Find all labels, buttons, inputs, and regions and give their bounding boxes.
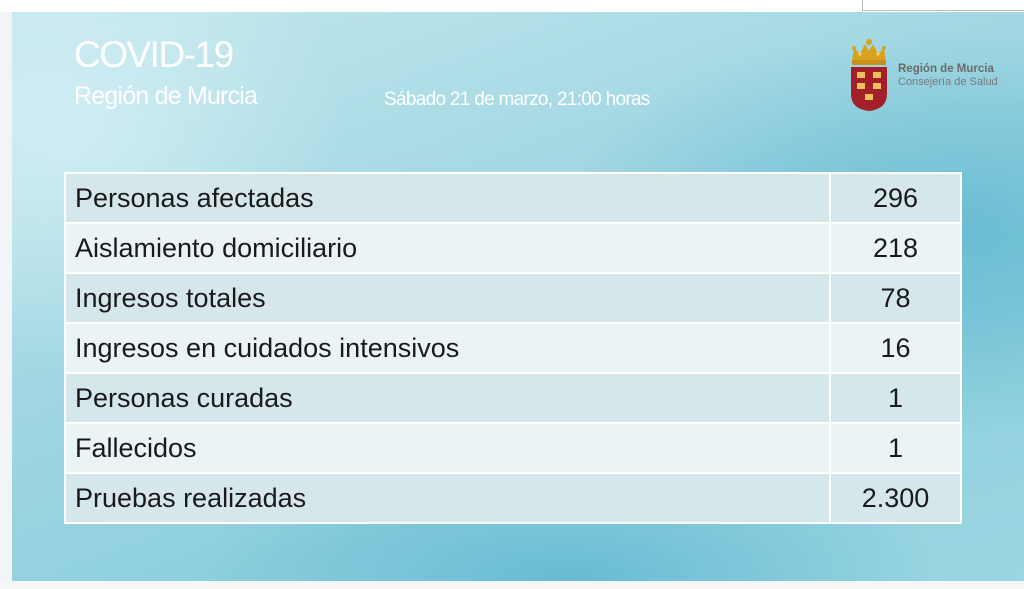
table-row: Fallecidos 1 (64, 422, 962, 474)
logo-department: Consejería de Salud (898, 76, 998, 88)
stat-label-tests: Pruebas realizadas (64, 472, 831, 524)
page-title: COVID-19 (74, 34, 234, 75)
stat-value-tests: 2.300 (829, 472, 962, 524)
stat-value-recovered: 1 (829, 372, 962, 424)
stat-value-icu-admissions: 16 (829, 322, 962, 374)
stat-label-home-isolation: Aislamiento domiciliario (64, 222, 831, 274)
region-logo: Región de Murcia Consejería de Salud (848, 36, 1018, 116)
table-row: Personas afectadas 296 (64, 172, 962, 224)
table-row: Ingresos en cuidados intensivos 16 (64, 322, 962, 374)
window-bottom-strip (0, 581, 1024, 589)
stat-label-deceased: Fallecidos (64, 422, 831, 474)
stat-value-total-admissions: 78 (829, 272, 962, 324)
stat-label-icu-admissions: Ingresos en cuidados intensivos (64, 322, 831, 374)
stat-label-total-admissions: Ingresos totales (64, 272, 831, 324)
stats-table: Personas afectadas 296 Aislamiento domic… (64, 172, 962, 524)
region-subtitle: Región de Murcia (74, 82, 258, 110)
table-row: Personas curadas 1 (64, 372, 962, 424)
stat-label-recovered: Personas curadas (64, 372, 831, 424)
coat-of-arms-icon (851, 39, 887, 111)
logo-name: Región de Murcia (898, 63, 994, 75)
table-row: Ingresos totales 78 (64, 272, 962, 324)
stat-label-affected: Personas afectadas (64, 172, 831, 224)
report-date: Sábado 21 de marzo, 21:00 horas (384, 89, 650, 110)
stat-value-home-isolation: 218 (829, 222, 962, 274)
infographic-slide: COVID-19 Región de Murcia Sábado 21 de m… (12, 12, 1024, 581)
table-row: Aislamiento domiciliario 218 (64, 222, 962, 274)
table-row: Pruebas realizadas 2.300 (64, 472, 962, 524)
window-top-strip (0, 0, 1024, 12)
corner-frame (862, 0, 1024, 11)
stat-value-deceased: 1 (829, 422, 962, 474)
stat-value-affected: 296 (829, 172, 962, 224)
